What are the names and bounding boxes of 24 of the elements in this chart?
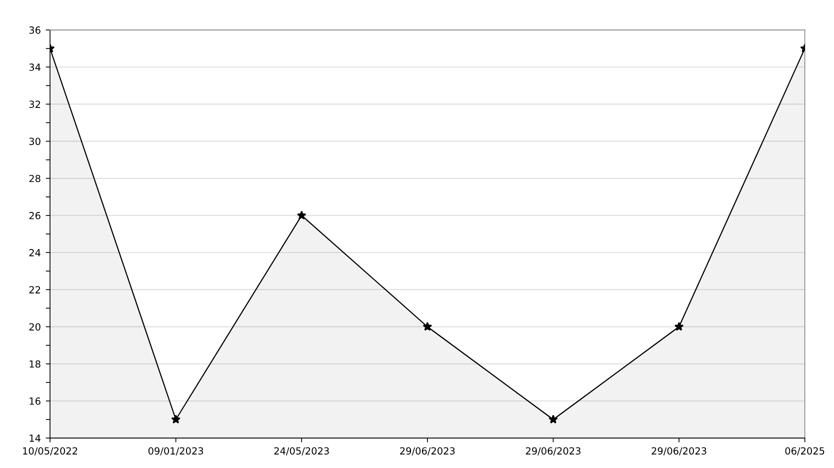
- x-tick-label: 29/06/2023: [526, 447, 580, 456]
- point: [674, 322, 684, 331]
- y-tick-label: 30: [29, 138, 40, 146]
- y-tick-label: 34: [29, 64, 40, 71]
- y-tick-label: 26: [29, 212, 40, 220]
- x-tick-label: 29/06/2023: [400, 447, 455, 456]
- point: [296, 210, 306, 220]
- y-tick-label: 28: [29, 174, 40, 182]
- y-tick-label: 32: [29, 100, 40, 108]
- y-tick-label: 22: [29, 286, 40, 294]
- x-tick-label: 29/06/2023: [652, 447, 706, 456]
- y-tick-label: 24: [29, 249, 40, 256]
- point: [548, 414, 558, 424]
- y-tick-label: 18: [30, 360, 40, 368]
- y-tick-label: 36: [29, 26, 40, 34]
- x-tick-label: 24/05/2023: [274, 447, 329, 456]
- y-tick-label: 16: [30, 397, 40, 405]
- x-tick-label: 10/05/2022: [23, 447, 78, 456]
- y-tick-label: 14: [30, 434, 40, 442]
- y-tick-label: 20: [29, 323, 40, 331]
- point: [171, 414, 180, 424]
- point: [422, 322, 432, 331]
- x-tick-label: 09/01/2023: [148, 447, 204, 456]
- x-tick-label: 06/2025: [785, 447, 824, 456]
